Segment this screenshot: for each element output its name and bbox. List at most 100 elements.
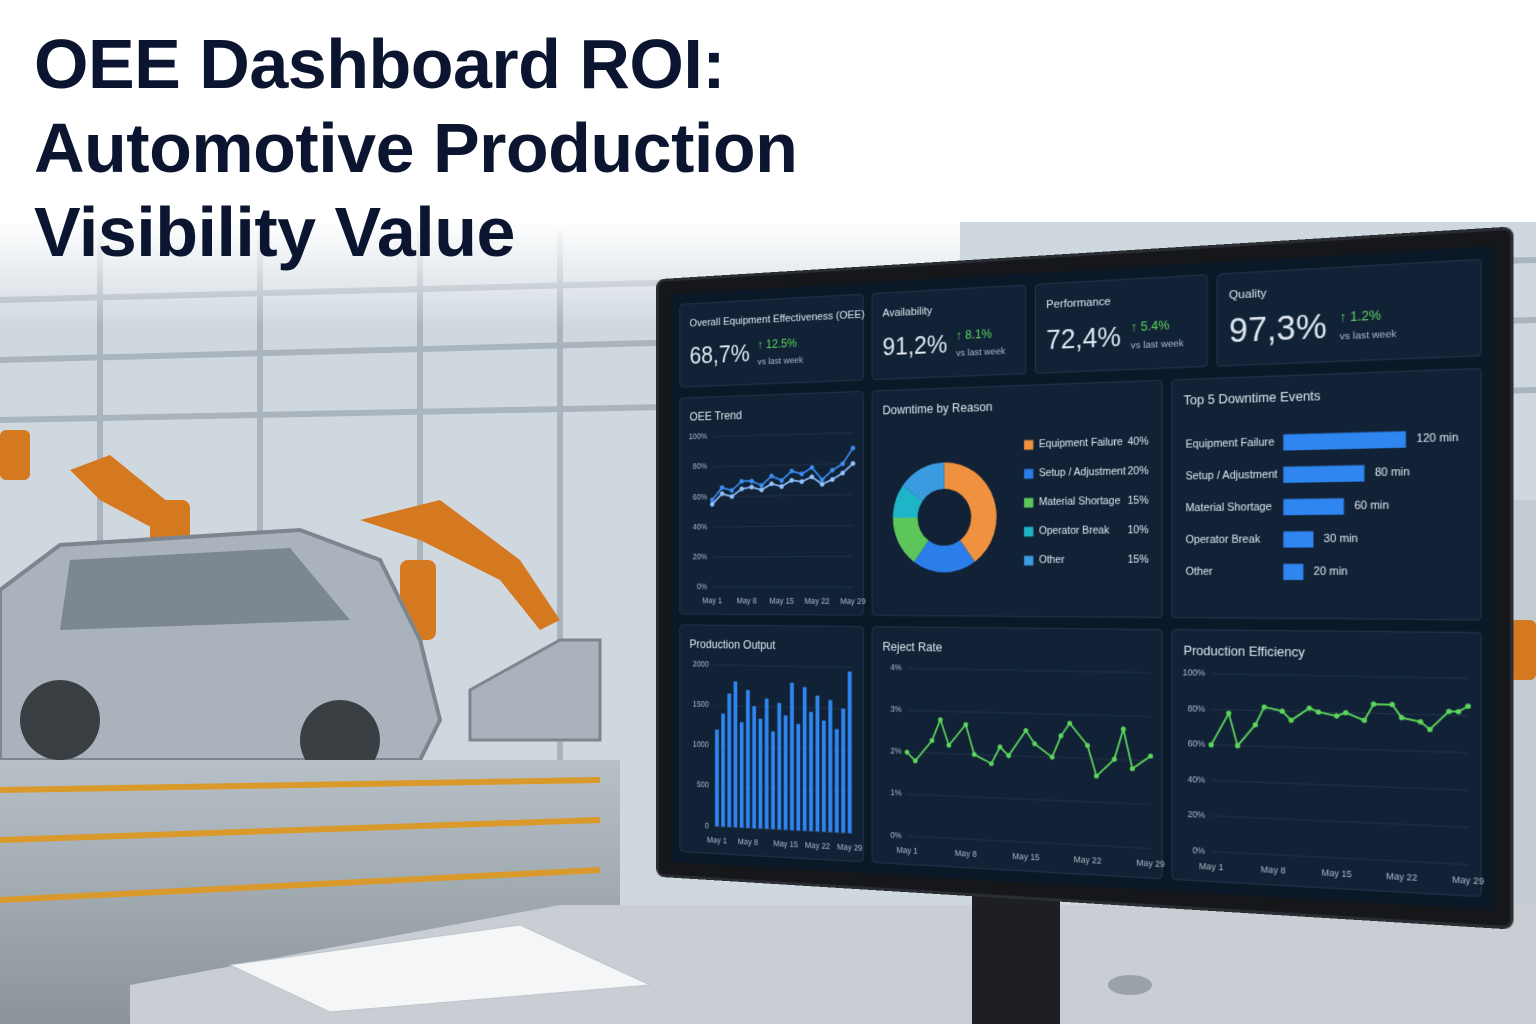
bar	[821, 720, 826, 832]
x-tick-label: May 8	[737, 597, 758, 606]
panel	[872, 285, 1026, 380]
y-tick-label: 60%	[1188, 739, 1206, 749]
kpi-value: 97,3%	[1229, 307, 1327, 350]
x-tick-label: May 29	[840, 597, 866, 606]
x-tick-label: May 1	[707, 836, 727, 846]
panel	[680, 294, 863, 387]
x-tick-label: May 15	[769, 597, 794, 606]
data-point	[1049, 754, 1054, 760]
kpi-note: vs last week	[1340, 328, 1398, 342]
panel	[872, 380, 1162, 617]
bar	[1283, 531, 1314, 548]
y-tick-label: 500	[697, 780, 710, 789]
legend-swatch	[1024, 439, 1034, 450]
value-label: 20%	[1127, 466, 1148, 478]
bar	[841, 708, 846, 833]
bar	[796, 723, 801, 831]
legend-swatch	[1024, 497, 1034, 508]
headline: OEE Dashboard ROI: Automotive Production…	[34, 22, 798, 274]
x-tick-label: May 22	[1074, 855, 1102, 866]
legend-swatch	[1024, 468, 1034, 479]
panel	[872, 627, 1162, 879]
bar	[783, 715, 788, 830]
kpi-change: ↑ 12.5%	[758, 336, 798, 352]
y-tick-label: 4%	[890, 663, 901, 672]
x-tick-label: May 29	[1136, 858, 1165, 869]
legend-label: Operator Break	[1039, 525, 1111, 537]
car-body	[468, 638, 602, 742]
y-tick-label: 100%	[1183, 668, 1206, 678]
header-band	[0, 0, 1536, 222]
kpi-value: 68,7%	[690, 342, 750, 371]
panel	[680, 391, 863, 615]
bar	[715, 729, 719, 827]
y-tick-label: 1000	[693, 740, 710, 749]
pie-slice	[913, 540, 975, 573]
kpi-change: ↑ 1.2%	[1340, 308, 1382, 326]
bar	[1283, 465, 1365, 483]
x-tick-label: May 22	[805, 597, 830, 606]
x-tick-label: May 1	[702, 597, 722, 606]
x-tick-label: May 15	[1321, 868, 1352, 880]
bar	[834, 729, 839, 833]
bar	[746, 689, 750, 829]
y-tick-label: 0%	[697, 582, 708, 591]
legend-label: Setup / Adjustment	[1039, 466, 1126, 479]
x-tick-label: May 8	[1261, 865, 1286, 876]
y-tick-label: 100%	[689, 432, 708, 441]
pie-slice	[944, 461, 997, 562]
bar	[815, 695, 820, 832]
chart-title: Reject Rate	[882, 639, 942, 654]
category-label: Material Shortage	[1186, 501, 1273, 514]
panel	[1172, 630, 1481, 897]
kpi-label: Quality	[1229, 287, 1267, 302]
legend-swatch	[1024, 555, 1034, 566]
value-label: 30 min	[1324, 533, 1358, 546]
value-label: 15%	[1127, 554, 1148, 566]
x-tick-label: May 1	[1199, 862, 1224, 873]
x-tick-label: May 15	[773, 839, 798, 849]
legend-label: Material Shortage	[1039, 496, 1121, 509]
bar	[809, 711, 813, 832]
kpi-note: vs last week	[758, 355, 804, 367]
bar	[727, 693, 732, 828]
value-label: 80 min	[1375, 466, 1410, 479]
wheel	[20, 680, 100, 760]
monitor-stand	[972, 890, 1060, 1024]
x-tick-label: May 22	[805, 841, 830, 851]
bar	[777, 702, 782, 830]
chart-title: Top 5 Downtime Events	[1184, 388, 1321, 408]
category-label: Setup / Adjustment	[1186, 469, 1278, 483]
value-label: 120 min	[1416, 432, 1458, 446]
x-tick-label: May 8	[738, 837, 759, 847]
value-label: 60 min	[1354, 500, 1389, 513]
bar	[721, 713, 725, 827]
bar	[758, 718, 763, 829]
dashboard-screen: Overall Equipment Effectiveness (OEE)68,…	[670, 246, 1495, 910]
panel	[1172, 368, 1481, 620]
x-tick-label: May 22	[1386, 871, 1418, 883]
monitor: Overall Equipment Effectiveness (OEE) 68,…	[658, 229, 1511, 927]
conveyor-stripes	[0, 777, 601, 903]
kpi-value: 91,2%	[882, 332, 947, 362]
papers	[228, 924, 652, 1013]
bar	[752, 706, 757, 829]
headline-line: OEE Dashboard ROI:	[34, 25, 726, 103]
headline-line: Visibility Value	[34, 193, 515, 271]
value-label: 10%	[1127, 525, 1148, 537]
bar	[764, 698, 769, 830]
category-label: Other	[1186, 566, 1214, 578]
y-tick-label: 2000	[693, 660, 710, 669]
chart-title: Production Output	[690, 637, 777, 652]
category-label: Operator Break	[1186, 534, 1262, 547]
y-tick-label: 1500	[693, 700, 710, 709]
y-tick-label: 80%	[693, 462, 708, 471]
kpi-change: ↑ 5.4%	[1131, 318, 1170, 335]
headline-line: Automotive Production	[34, 109, 798, 187]
data-point	[1058, 733, 1064, 739]
y-tick-label: 20%	[1188, 810, 1206, 821]
kpi-label: Performance	[1046, 295, 1111, 311]
chart-title: Production Efficiency	[1184, 643, 1305, 660]
x-tick-label: May 1	[896, 846, 918, 856]
